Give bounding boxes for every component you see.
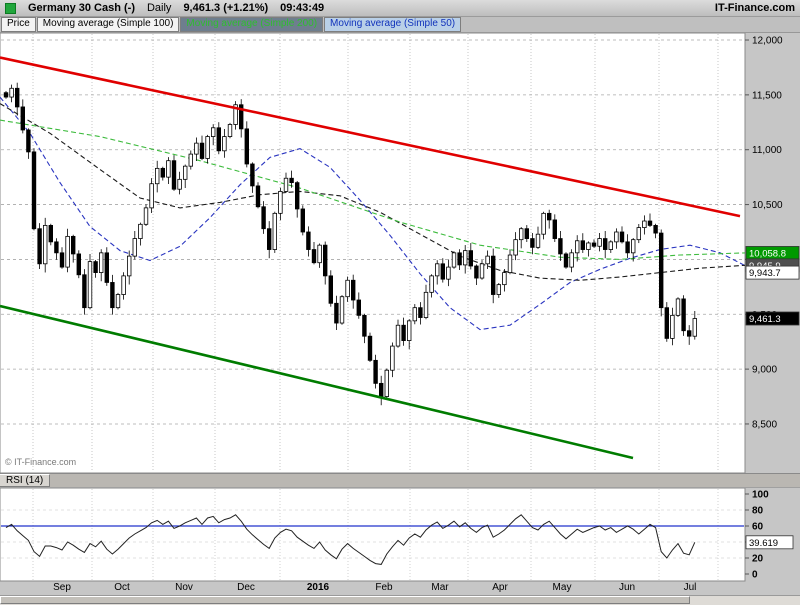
rsi-line xyxy=(5,514,696,565)
ma50-line xyxy=(0,96,746,331)
price-tick-label: 8,500 xyxy=(752,419,777,430)
title-bar: Germany 30 Cash (-) Daily 9,461.3 (+1.21… xyxy=(0,0,800,17)
x-axis-label: Jul xyxy=(683,582,697,593)
price-tag xyxy=(745,311,800,326)
x-axis-label: Feb xyxy=(375,582,393,593)
brand-label: IT-Finance.com xyxy=(714,2,795,14)
rsi-plot-background xyxy=(0,488,746,582)
ma100-button[interactable]: Moving average (Simple 100) xyxy=(36,17,180,32)
ma100-line xyxy=(0,103,746,281)
plot-background xyxy=(0,33,746,473)
x-axis-label: May xyxy=(552,582,572,593)
price-tag-label: 9,943.7 xyxy=(749,268,781,279)
rsi-tick-label: 80 xyxy=(752,506,764,517)
price-button[interactable]: Price xyxy=(1,17,36,32)
rsi-tick-label: 100 xyxy=(752,490,769,501)
x-axis-label: Nov xyxy=(175,582,193,593)
ma200-line xyxy=(0,119,746,260)
price-chart-canvas[interactable]: 12,00011,50011,00010,50010,0009,5009,000… xyxy=(0,33,800,473)
x-axis-label: 2016 xyxy=(306,582,330,593)
scrollbar-thumb[interactable] xyxy=(0,596,690,604)
timeframe-label: Daily xyxy=(146,2,172,14)
candlestick-series xyxy=(3,82,697,406)
time-axis: Sep Oct Nov Dec 2016 Feb Mar Apr May Jun Jul xyxy=(0,582,800,595)
horizontal-scrollbar[interactable] xyxy=(0,595,800,605)
price-tick-label: 11,500 xyxy=(752,90,782,101)
price-tag xyxy=(745,265,800,280)
x-axis-label: Mar xyxy=(431,582,449,593)
rsi-tick-label: 20 xyxy=(752,554,764,565)
rsi-tick-label: 60 xyxy=(752,522,764,533)
price-tick-label: 12,000 xyxy=(752,36,783,47)
price-tag-label: 10,058.8 xyxy=(749,248,786,259)
quote-time: 09:43:49 xyxy=(280,2,325,14)
price-tags: 10,058.89,945.99,943.79,461.3 xyxy=(745,246,800,326)
chart-watermark: © IT-Finance.com xyxy=(5,457,76,467)
rsi-indicator-button[interactable]: RSI (14) xyxy=(0,474,51,487)
x-axis-label: Apr xyxy=(492,582,508,593)
price-tick-label: 9,000 xyxy=(752,365,777,376)
x-axis-label: Dec xyxy=(237,582,255,593)
instrument-icon xyxy=(5,2,16,14)
horizontal-gridlines xyxy=(1,39,744,425)
rsi-tick-label: 0 xyxy=(752,570,758,581)
rsi-value-label: 39.619 xyxy=(749,538,778,549)
rsi-chart-canvas[interactable]: 10080604020039.619 xyxy=(0,488,800,582)
x-axis-label: Sep xyxy=(53,582,71,593)
x-axis-label: Oct xyxy=(114,582,130,593)
x-axis-label: Jun xyxy=(618,582,636,593)
indicator-toolbar: Price Moving average (Simple 100) Moving… xyxy=(0,17,800,33)
instrument-name: Germany 30 Cash (-) xyxy=(28,2,135,14)
last-quote: 9,461.3 (+1.21%) xyxy=(183,2,269,14)
price-tick-label: 11,000 xyxy=(752,145,782,156)
ma50-button[interactable]: Moving average (Simple 50) xyxy=(324,17,462,32)
support-trendline[interactable] xyxy=(0,304,634,460)
resistance-trendline[interactable] xyxy=(0,56,741,218)
rsi-vertical-gridlines xyxy=(32,489,719,580)
price-tag-label: 9,461.3 xyxy=(749,314,781,325)
price-axis-labels: 12,00011,50011,00010,50010,0009,5009,000… xyxy=(745,36,783,430)
price-tick-label: 10,500 xyxy=(752,200,783,211)
ma200-button[interactable]: Moving average (Simple 200) xyxy=(180,17,324,32)
rsi-value-tag xyxy=(745,535,794,550)
rsi-header-bar: RSI (14) xyxy=(0,473,800,488)
